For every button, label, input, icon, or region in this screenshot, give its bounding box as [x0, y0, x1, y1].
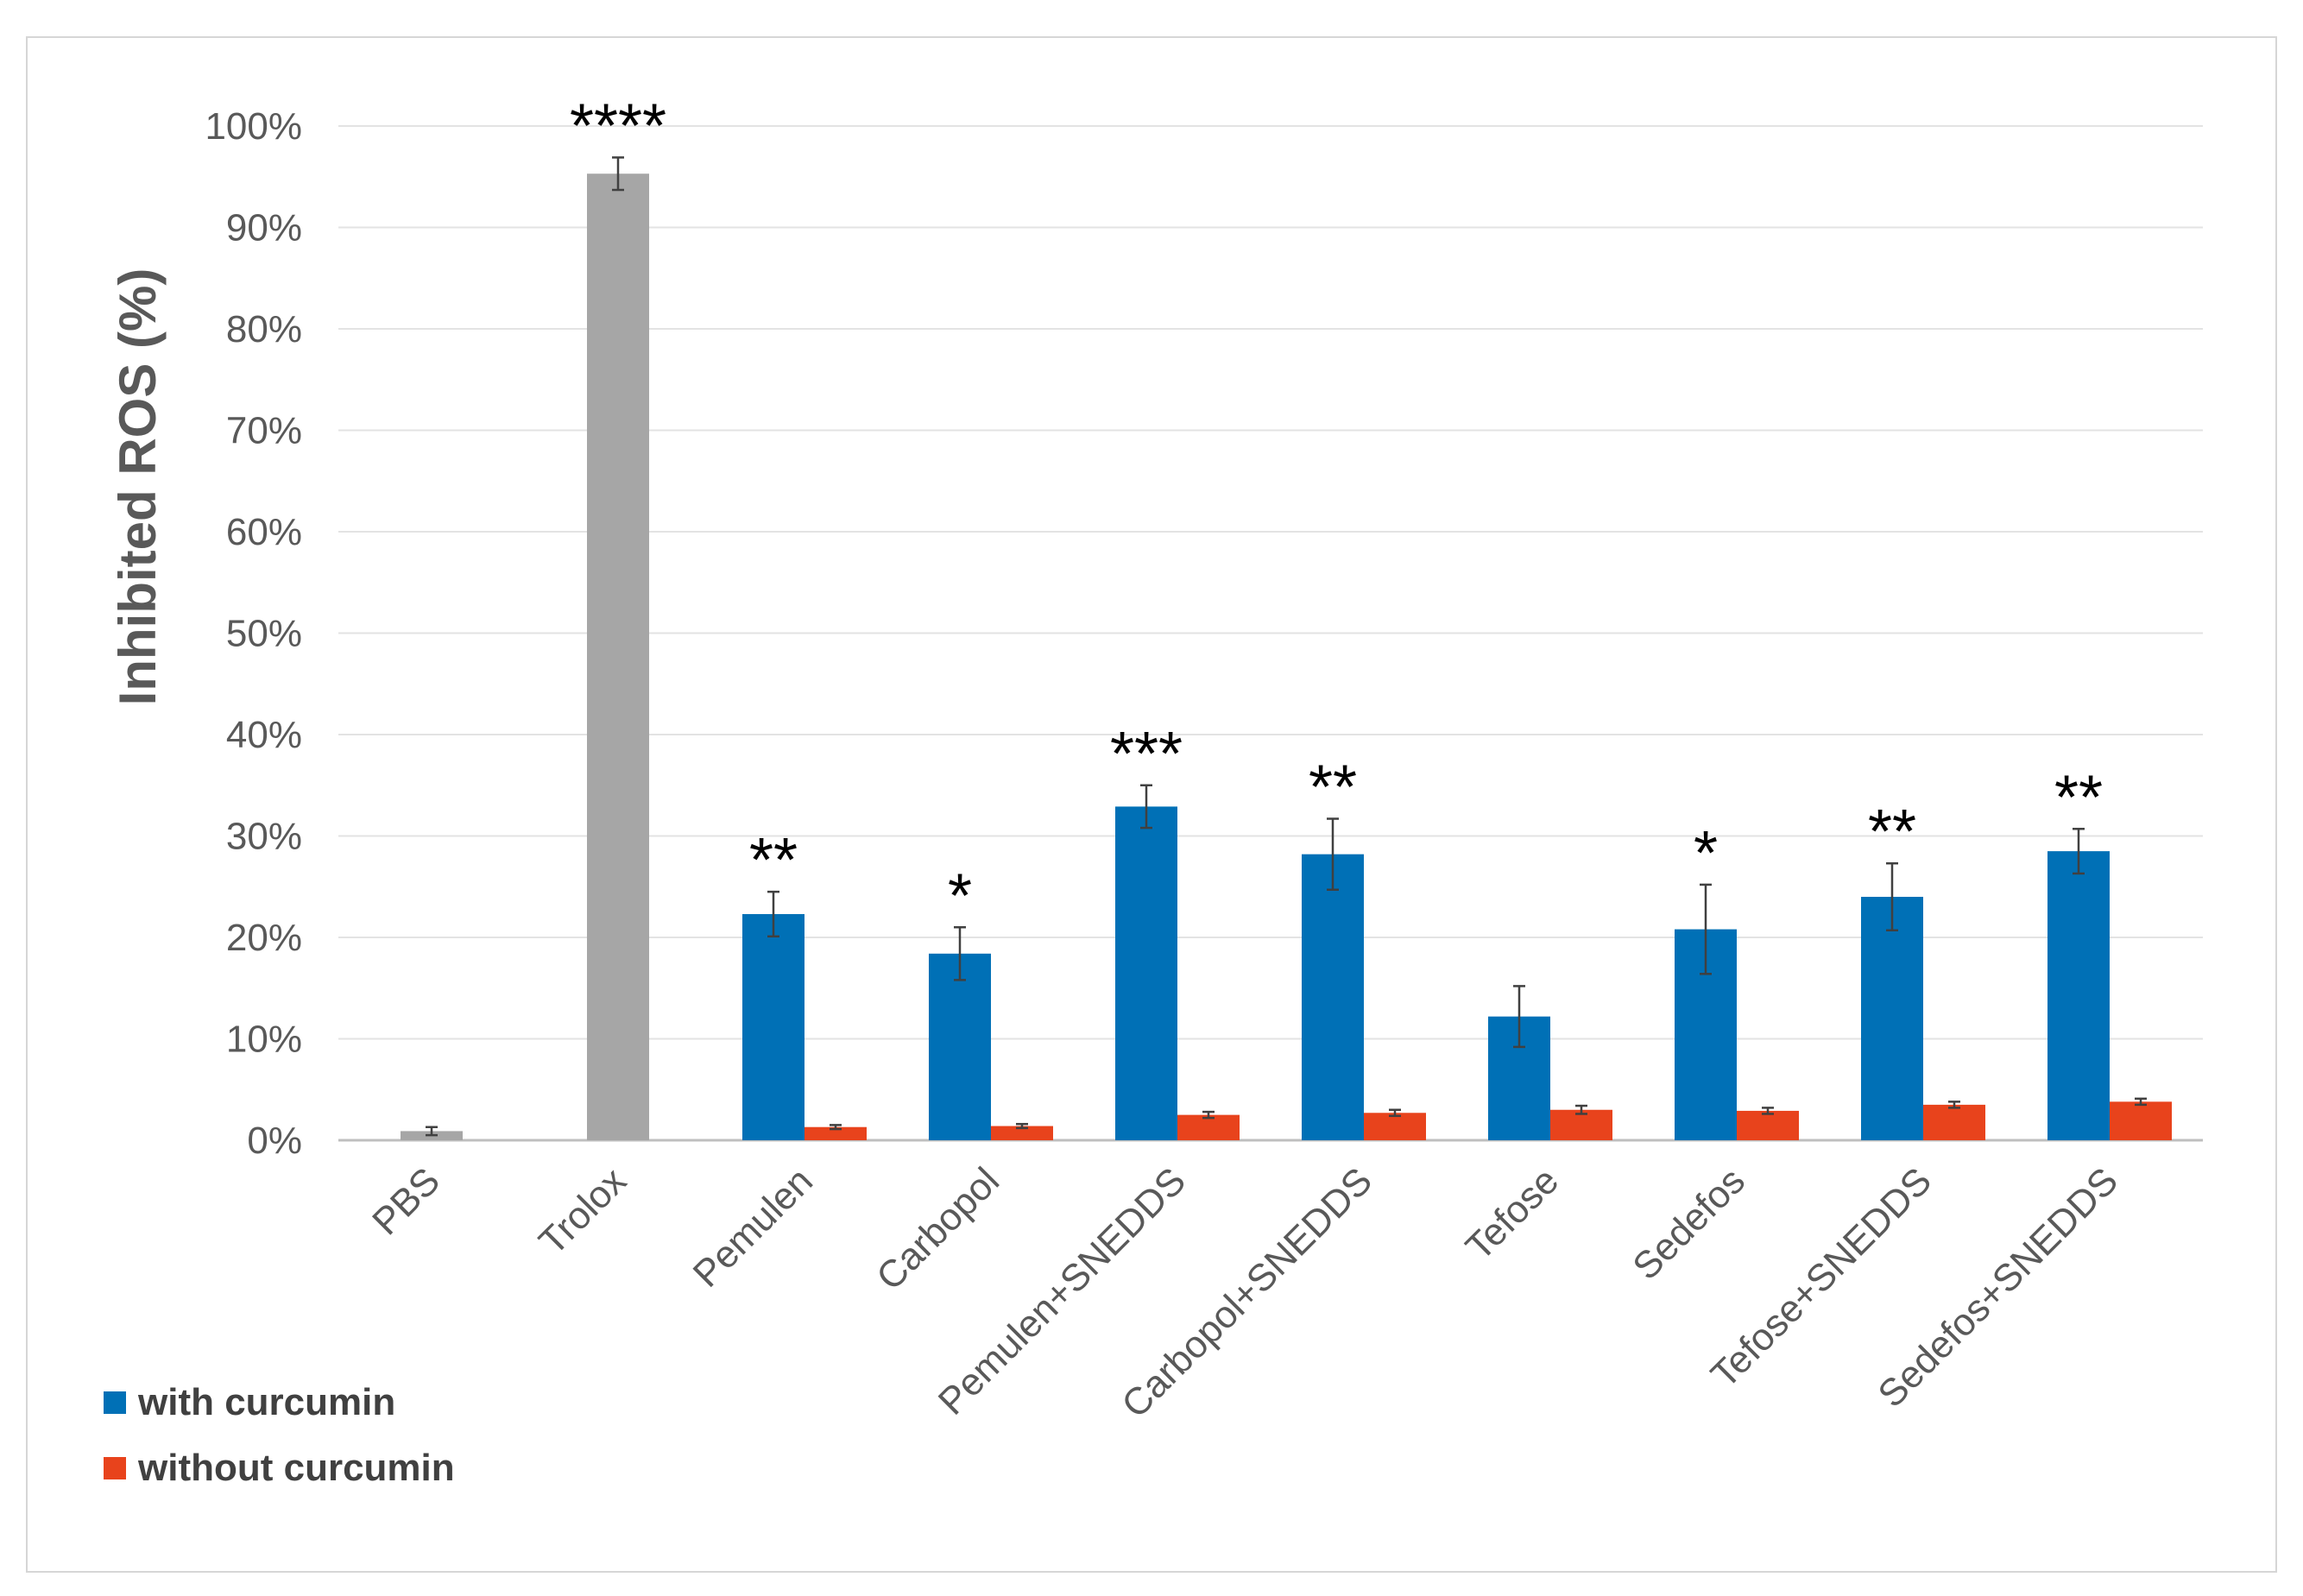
legend-swatch-without-curcumin	[104, 1457, 126, 1479]
bar-with-curcumin	[2047, 851, 2110, 1140]
x-tick-label: Carbopol	[868, 1159, 1007, 1298]
legend-swatch-with-curcumin	[104, 1391, 126, 1414]
significance-annotations: ********** *** ** **	[570, 91, 2103, 930]
bar-without-curcumin	[991, 1126, 1053, 1140]
significance-label: ***	[1110, 720, 1183, 789]
legend-label-with-curcumin: with curcumin	[138, 1381, 396, 1423]
y-tick-label: 100%	[205, 105, 302, 148]
bar-without-curcumin	[804, 1126, 867, 1140]
y-tick-label: 70%	[226, 410, 302, 452]
y-axis-label: Inhibited ROS (%)	[109, 268, 167, 706]
x-tick-label: Pemulen	[685, 1159, 821, 1295]
significance-label: **	[749, 826, 798, 895]
significance-label: *	[948, 861, 972, 930]
y-axis-ticks: 0% 10% 20% 30% 40% 50% 60% 70% 80% 90% 100%	[205, 105, 302, 1162]
y-tick-label: 20%	[226, 917, 302, 959]
chart-frame: 0% 10% 20% 30% 40% 50% 60% 70% 80% 90% 100% **** **…	[26, 36, 2277, 1573]
significance-label: **	[1309, 754, 1357, 823]
x-axis-ticks: PBS Trolox Pemulen CarbopolPemulen+SNEDDSCa…	[364, 1159, 2126, 1426]
bar-with-curcumin	[1861, 897, 1923, 1140]
bar-with-curcumin	[1302, 854, 1364, 1140]
x-tick-label: Sedefos	[1625, 1159, 1753, 1288]
y-tick-label: 50%	[226, 613, 302, 655]
legend-label-without-curcumin: without curcumin	[138, 1447, 455, 1489]
bar-without-curcumin	[1364, 1113, 1426, 1140]
y-tick-label: 60%	[226, 511, 302, 553]
x-tick-label: Trolox	[531, 1159, 634, 1263]
bar-with-curcumin	[929, 953, 991, 1140]
significance-label: ****	[570, 91, 666, 161]
legend-item-without-curcumin: without curcumin	[104, 1447, 455, 1490]
legend-item-with-curcumin: with curcumin	[104, 1381, 395, 1424]
significance-label: **	[1868, 798, 1916, 867]
error-bars	[426, 156, 2147, 1137]
y-tick-label: 40%	[226, 714, 302, 756]
y-tick-label: 80%	[226, 308, 302, 350]
y-tick-label: 10%	[226, 1019, 302, 1061]
bar-without-curcumin	[1177, 1114, 1240, 1140]
bars	[401, 173, 2172, 1141]
x-tick-label: PBS	[364, 1159, 448, 1243]
y-tick-label: 0%	[247, 1120, 302, 1162]
y-tick-label: 90%	[226, 207, 302, 249]
bar-with-curcumin	[1115, 806, 1177, 1140]
bar-with-curcumin	[742, 913, 804, 1140]
bar-chart: 0%10%20%30%40%50%60%70%80%90%100% ******…	[109, 91, 2203, 1426]
significance-label: **	[2054, 763, 2103, 832]
significance-label: *	[1694, 819, 1718, 888]
bar-without-curcumin	[1923, 1104, 1985, 1140]
x-tick-label: Tefose	[1458, 1159, 1567, 1268]
bar-control-trolox	[587, 173, 649, 1141]
bar-without-curcumin	[2110, 1101, 2172, 1140]
bar-without-curcumin	[1737, 1110, 1799, 1140]
y-tick-label: 30%	[226, 816, 302, 858]
